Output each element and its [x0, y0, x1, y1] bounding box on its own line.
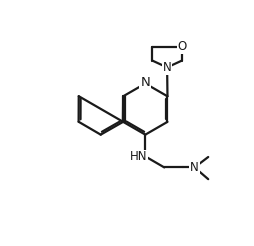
Text: N: N [163, 61, 171, 74]
Text: N: N [140, 77, 150, 90]
Text: HN: HN [129, 150, 147, 163]
Text: N: N [190, 161, 199, 173]
Text: O: O [177, 40, 186, 53]
